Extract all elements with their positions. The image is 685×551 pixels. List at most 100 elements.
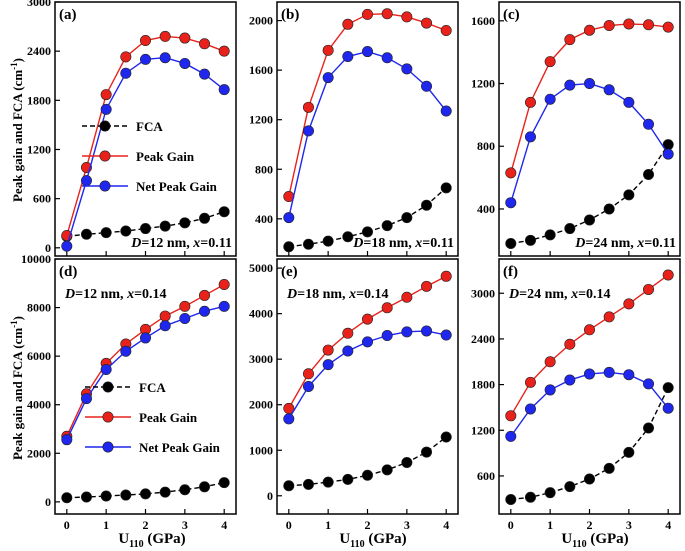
data-point-peak-gain <box>100 89 112 101</box>
data-point-peak-gain <box>361 8 373 20</box>
data-point-fca <box>342 473 354 485</box>
y-unit-sup: -1 <box>9 62 19 70</box>
data-point-net-peak-gain <box>120 67 132 79</box>
data-point-peak-gain <box>524 376 536 388</box>
legend-label: FCA <box>139 380 166 395</box>
data-point-net-peak-gain <box>440 329 452 341</box>
y-tick-label: 3000 <box>249 352 273 366</box>
data-point-peak-gain <box>179 300 191 312</box>
data-point-net-peak-gain <box>302 125 314 137</box>
data-point-fca <box>564 223 576 235</box>
series-line-peak-gain <box>510 23 669 174</box>
y-tick-label: 1600 <box>471 14 495 28</box>
data-point-peak-gain <box>524 96 536 108</box>
ann-x-symbol: x <box>348 287 356 302</box>
data-point-peak-gain <box>159 310 171 322</box>
data-point-peak-gain <box>381 8 393 20</box>
data-point-peak-gain <box>179 32 191 44</box>
data-point-peak-gain <box>218 278 230 290</box>
x-tick-label: 1 <box>325 518 331 532</box>
data-point-peak-gain <box>564 34 576 46</box>
data-point-peak-gain <box>302 368 314 380</box>
panel-f: 600 1200 1800 2400 3000 0 1 2 3 4 (f) D=24 nm, x=0.… <box>471 258 681 532</box>
y-tick-label: 4000 <box>249 307 273 321</box>
y-tick-label: 5000 <box>249 261 273 275</box>
y-axis-label-bottom: Peak gain and FCA (cm-1) <box>9 316 25 460</box>
data-point-net-peak-gain <box>61 240 73 252</box>
panel-b: 400 800 1200 1600 2000 (b) D=18 nm, x=0.11 <box>249 1 459 257</box>
data-point-net-peak-gain <box>544 384 556 396</box>
x-tick-label: 0 <box>286 518 292 532</box>
ann-d-symbol: D <box>286 287 297 302</box>
data-point-fca <box>199 481 211 493</box>
y-tick-label: 1200 <box>27 142 51 156</box>
data-point-fca <box>283 480 295 492</box>
data-point-net-peak-gain <box>524 131 536 143</box>
data-point-peak-gain <box>421 280 433 292</box>
data-point-net-peak-gain <box>322 359 334 371</box>
data-point-net-peak-gain <box>302 380 314 392</box>
svg-text:Peak gain and FCA (cm-1): Peak gain and FCA (cm-1) <box>9 58 25 202</box>
y-label-text: Peak gain and FCA <box>10 351 25 460</box>
data-point-net-peak-gain <box>421 325 433 337</box>
data-point-peak-gain <box>159 30 171 42</box>
y-unit-sup: -1 <box>9 320 19 328</box>
x-tick-label: 4 <box>665 518 671 532</box>
data-point-peak-gain <box>401 11 413 23</box>
legend-top: FCA Peak Gain Net Peak Gain <box>82 119 218 194</box>
data-point-fca <box>583 473 595 485</box>
data-point-net-peak-gain <box>564 79 576 91</box>
data-point-fca <box>179 484 191 496</box>
data-point-fca <box>623 189 635 201</box>
y-unit-close: ) <box>10 58 25 62</box>
data-point-net-peak-gain <box>199 68 211 80</box>
data-point-fca <box>100 490 112 502</box>
data-point-peak-gain <box>544 356 556 368</box>
panel-c: 400 800 1200 1600 (c) D=24 nm, x=0.11 <box>471 1 681 257</box>
series-line-fca <box>66 481 225 499</box>
panel-e: 0 1000 2000 3000 4000 5000 0 1 2 3 4 (e) D=18 nm, x=… <box>249 258 459 532</box>
y-tick-label: 2400 <box>27 44 51 58</box>
data-point-net-peak-gain <box>643 118 655 130</box>
data-point-net-peak-gain <box>199 305 211 317</box>
y-tick-label: 1600 <box>249 63 273 77</box>
data-point-peak-gain <box>583 24 595 36</box>
panel-annotation: D=18 nm, x=0.14 <box>286 287 389 302</box>
ann-d-symbol: D <box>64 287 75 302</box>
data-point-peak-gain <box>120 51 132 63</box>
data-point-net-peak-gain <box>159 52 171 64</box>
data-point-net-peak-gain <box>662 402 674 414</box>
ann-x-symbol: x <box>414 236 422 251</box>
x-tick-label: 2 <box>143 518 149 532</box>
y-tick-label: 1200 <box>249 113 273 127</box>
data-point-fca <box>361 226 373 238</box>
data-point-net-peak-gain <box>342 51 354 63</box>
ann-x-symbol: x <box>570 287 578 302</box>
panel-annotation: D=18 nm, x=0.11 <box>352 236 454 251</box>
data-point-peak-gain <box>643 283 655 295</box>
data-point-fca <box>159 220 171 232</box>
data-point-fca <box>199 212 211 224</box>
ann-d-symbol: D <box>508 287 519 302</box>
data-point-net-peak-gain <box>643 378 655 390</box>
legend-bottom: FCA Peak Gain Net Peak Gain <box>85 380 221 455</box>
data-point-fca <box>643 422 655 434</box>
y-tick-label: 0 <box>45 241 51 255</box>
y-tick-label: 0 <box>45 495 51 509</box>
x-tick-label: 3 <box>626 518 632 532</box>
panel-d: 0 2000 4000 6000 8000 10000 0 1 2 3 4 (d) D=12 nm, x… <box>21 252 237 532</box>
data-point-net-peak-gain <box>544 93 556 105</box>
data-point-peak-gain <box>302 101 314 113</box>
data-point-net-peak-gain <box>564 374 576 386</box>
ann-x-value: =0.11 <box>644 236 676 251</box>
data-point-fca <box>342 231 354 243</box>
ann-x-value: =0.11 <box>422 236 454 251</box>
data-point-fca <box>218 206 230 218</box>
y-tick-label: 6000 <box>27 349 51 363</box>
data-point-fca <box>283 241 295 253</box>
data-point-net-peak-gain <box>401 63 413 75</box>
y-tick-label: 0 <box>267 489 273 503</box>
panel-annotation: D=12 nm, x=0.14 <box>64 287 167 302</box>
data-point-peak-gain <box>322 344 334 356</box>
data-point-fca <box>140 223 152 235</box>
